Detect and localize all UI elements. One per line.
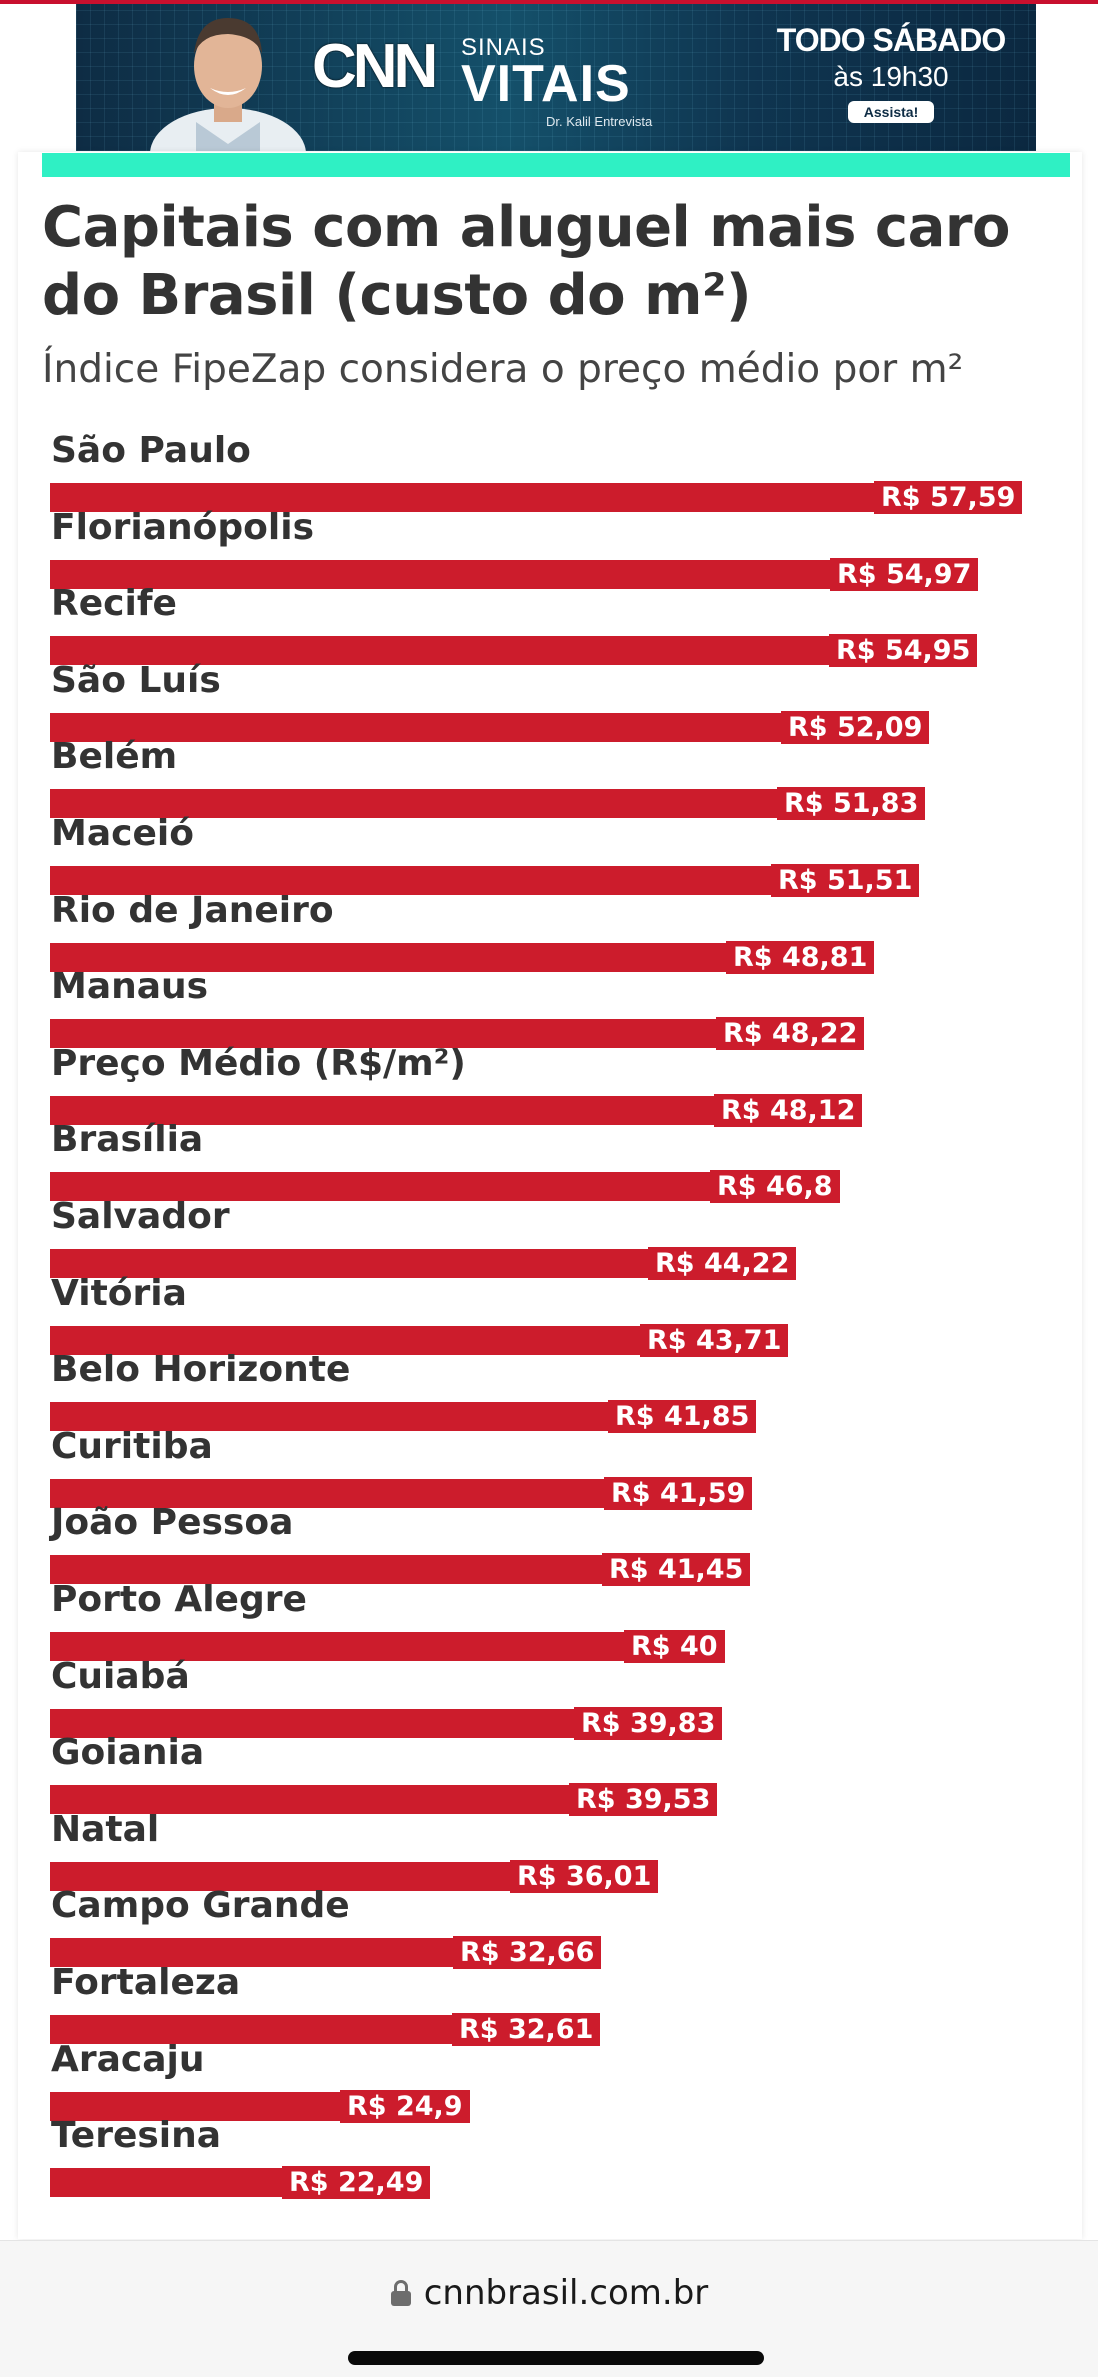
cnn-logo-text: CNN bbox=[312, 32, 438, 101]
bar-row: Fortaleza R$ 32,61 bbox=[50, 1962, 1060, 2046]
category-label: Campo Grande bbox=[51, 1885, 350, 1927]
bar bbox=[50, 559, 978, 589]
bar-row: Maceió R$ 51,51 bbox=[50, 813, 1060, 897]
bar-row: São Paulo R$ 57,59 bbox=[50, 430, 1060, 514]
chart-header-accent bbox=[42, 153, 1070, 177]
bar bbox=[50, 636, 977, 666]
category-label: Aracaju bbox=[51, 2038, 205, 2080]
value-label: R$ 46,8 bbox=[710, 1170, 840, 1204]
chart-title: Capitais com aluguel mais caro do Brasil… bbox=[42, 195, 1010, 328]
value-label: R$ 40 bbox=[624, 1630, 725, 1663]
value-label: R$ 22,49 bbox=[282, 2166, 431, 2200]
bar-row: Curitiba R$ 41,59 bbox=[50, 1425, 1060, 1510]
category-label: Recife bbox=[51, 583, 177, 625]
lock-icon bbox=[390, 2279, 412, 2307]
bar-row: Manaus R$ 48,22 bbox=[50, 966, 1060, 1051]
category-label: Maceió bbox=[51, 813, 194, 854]
value-label: R$ 41,59 bbox=[604, 1476, 753, 1510]
bar-row: São Luís R$ 52,09 bbox=[50, 659, 1060, 744]
bar bbox=[50, 483, 1022, 512]
category-label: Belo Horizonte bbox=[51, 1349, 351, 1391]
bar-row: Preço Médio (R$/m²) R$ 48,12 bbox=[50, 1042, 1060, 1127]
bar-row: Salvador R$ 44,22 bbox=[50, 1196, 1060, 1280]
bar-row: Natal R$ 36,01 bbox=[50, 1808, 1060, 1893]
value-label: R$ 51,51 bbox=[771, 864, 920, 897]
bar-row: Cuiabá R$ 39,83 bbox=[50, 1655, 1060, 1740]
bar bbox=[50, 1172, 840, 1202]
value-label: R$ 57,59 bbox=[874, 481, 1023, 514]
cnn-logo: CNN bbox=[312, 32, 438, 102]
browser-bottom-bar: cnnbrasil.com.br bbox=[0, 2240, 1098, 2377]
ad-show-title-line2: VITAIS bbox=[461, 55, 631, 113]
bar-row: Belo Horizonte R$ 41,85 bbox=[50, 1349, 1060, 1434]
value-label: R$ 51,83 bbox=[777, 787, 926, 821]
bar-row: Vitória R$ 43,71 bbox=[50, 1272, 1060, 1357]
value-label: R$ 44,22 bbox=[648, 1247, 797, 1280]
category-label: Curitiba bbox=[51, 1425, 213, 1467]
value-label: R$ 39,83 bbox=[574, 1706, 723, 1740]
top-accent-line bbox=[0, 0, 1098, 4]
category-label: Teresina bbox=[51, 2115, 222, 2157]
ad-show-title-line1: SINAIS bbox=[461, 34, 546, 61]
value-label: R$ 32,61 bbox=[452, 2013, 601, 2046]
category-label: Vitória bbox=[51, 1272, 187, 1314]
home-indicator[interactable] bbox=[348, 2351, 764, 2365]
bar-row: Porto Alegre R$ 40 bbox=[50, 1579, 1060, 1663]
value-label: R$ 48,81 bbox=[726, 940, 875, 974]
bar-row: Goiania R$ 39,53 bbox=[50, 1732, 1060, 1817]
ad-schedule-time: às 19h30 bbox=[833, 61, 949, 92]
value-label: R$ 41,45 bbox=[602, 1553, 751, 1587]
value-label: R$ 48,22 bbox=[716, 1017, 865, 1051]
category-label: Salvador bbox=[51, 1196, 230, 1237]
category-label: São Luís bbox=[51, 659, 221, 701]
ad-banner[interactable]: CNN SINAIS VITAIS Dr. Kalil Entrevista T… bbox=[76, 4, 1036, 151]
value-label: R$ 54,97 bbox=[830, 557, 979, 591]
category-label: São Paulo bbox=[51, 430, 251, 471]
value-label: R$ 54,95 bbox=[829, 634, 978, 668]
bar-row: Recife R$ 54,95 bbox=[50, 583, 1060, 668]
ad-watch-button[interactable]: Assista! bbox=[847, 101, 935, 123]
chart-subtitle: Índice FipeZap considera o preço médio p… bbox=[42, 347, 964, 392]
category-label: Fortaleza bbox=[51, 1962, 241, 2003]
category-label: Goiania bbox=[51, 1732, 205, 1774]
value-label: R$ 43,71 bbox=[640, 1323, 789, 1357]
value-label: R$ 48,12 bbox=[714, 1093, 863, 1127]
ad-schedule: TODO SÁBADO às 19h30 Assista! bbox=[756, 22, 1026, 123]
bar-row: João Pessoa R$ 41,45 bbox=[50, 1502, 1060, 1587]
value-label: R$ 32,66 bbox=[453, 1936, 602, 1970]
ad-host-photo bbox=[150, 18, 306, 151]
value-label: R$ 39,53 bbox=[569, 1783, 718, 1817]
bar-row: Teresina R$ 22,49 bbox=[50, 2115, 1060, 2200]
bar-row: Brasília R$ 46,8 bbox=[50, 1119, 1060, 1204]
address-bar[interactable]: cnnbrasil.com.br bbox=[0, 2271, 1098, 2315]
ad-schedule-day: TODO SÁBADO bbox=[776, 22, 1006, 58]
category-label: Cuiabá bbox=[51, 1655, 190, 1697]
category-label: Belém bbox=[51, 736, 178, 778]
value-label: R$ 52,09 bbox=[781, 710, 930, 744]
bar bbox=[50, 1632, 725, 1661]
value-label: R$ 24,9 bbox=[340, 2089, 470, 2123]
category-label: Rio de Janeiro bbox=[51, 889, 334, 931]
category-label: Florianópolis bbox=[51, 506, 315, 548]
bar-row: Florianópolis R$ 54,97 bbox=[50, 506, 1060, 591]
bar-row: Campo Grande R$ 32,66 bbox=[50, 1885, 1060, 1970]
ad-host-name: Dr. Kalil Entrevista bbox=[546, 114, 653, 129]
category-label: Porto Alegre bbox=[51, 1579, 307, 1620]
category-label: Natal bbox=[51, 1808, 160, 1850]
category-label: Manaus bbox=[51, 966, 209, 1008]
category-label: João Pessoa bbox=[51, 1502, 294, 1544]
bar-row: Aracaju R$ 24,9 bbox=[50, 2038, 1060, 2123]
bar-row: Belém R$ 51,83 bbox=[50, 736, 1060, 821]
value-label: R$ 36,01 bbox=[510, 1859, 659, 1893]
category-label: Brasília bbox=[51, 1119, 204, 1161]
bar-row: Rio de Janeiro R$ 48,81 bbox=[50, 889, 1060, 974]
url-text[interactable]: cnnbrasil.com.br bbox=[423, 2273, 709, 2313]
value-label: R$ 41,85 bbox=[608, 1400, 757, 1434]
category-label: Preço Médio (R$/m²) bbox=[51, 1042, 466, 1084]
